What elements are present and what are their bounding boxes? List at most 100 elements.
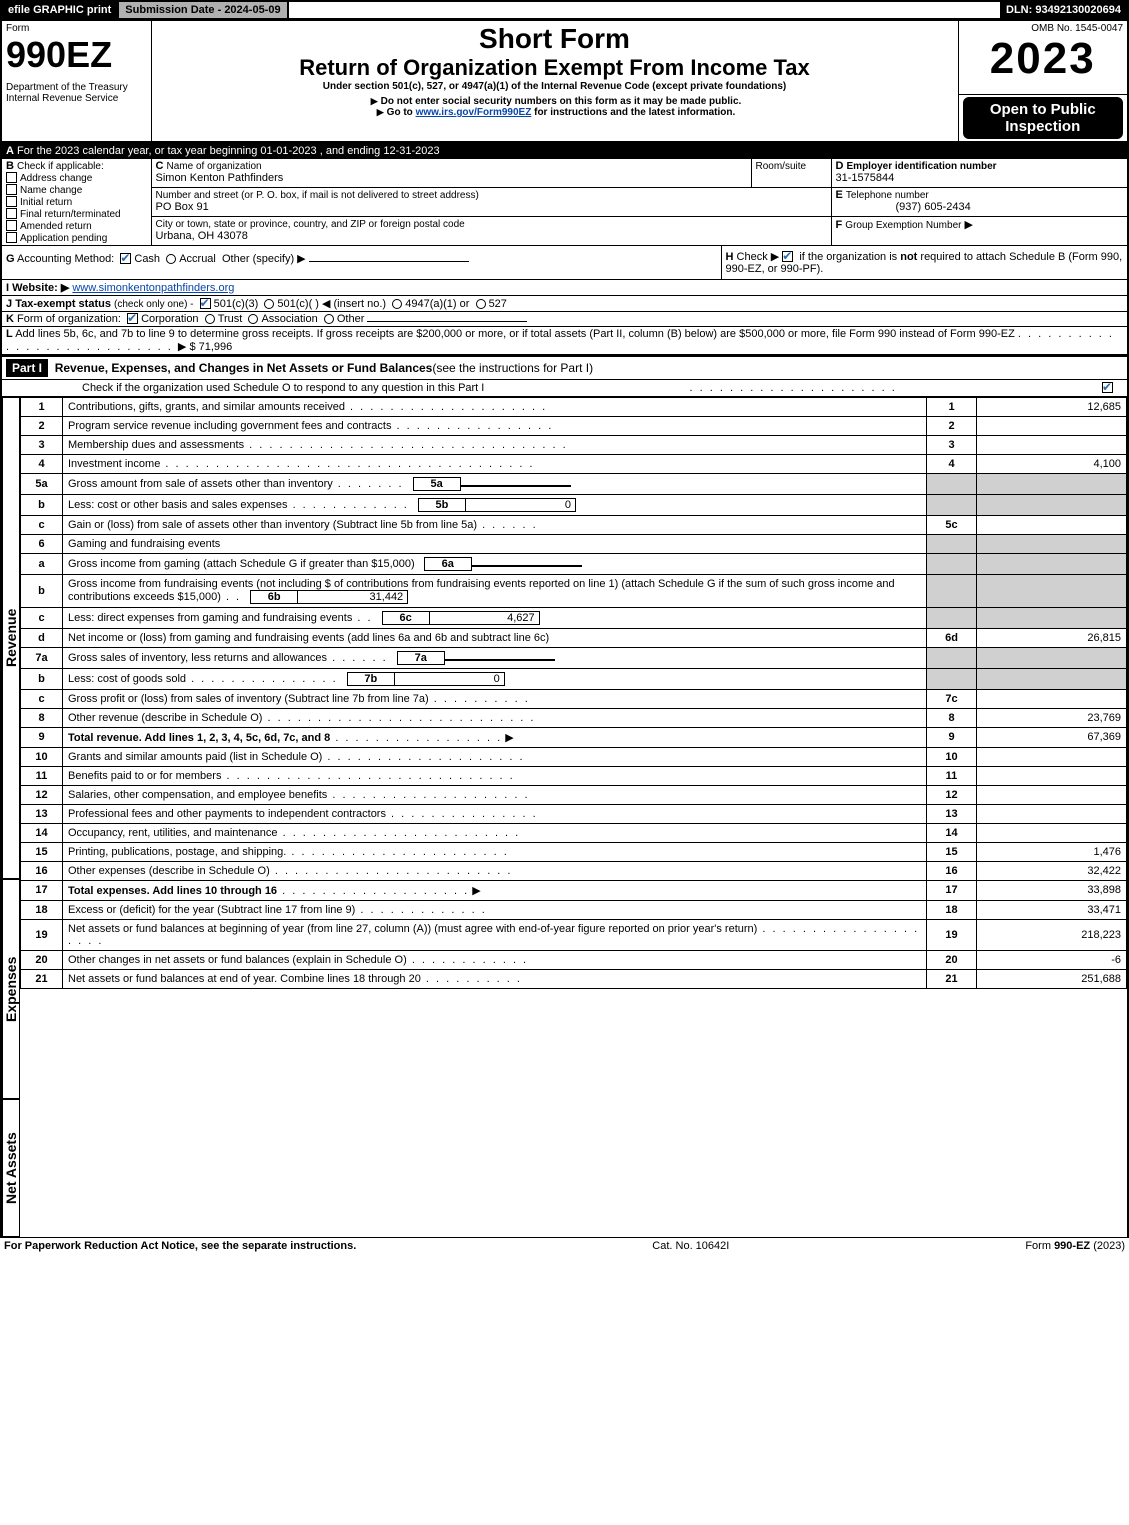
lines-table: 1Contributions, gifts, grants, and simil… <box>20 397 1127 989</box>
dept-treasury: Department of the Treasury <box>6 82 147 93</box>
checkbox-cash[interactable] <box>120 253 131 264</box>
footer-right-prefix: Form <box>1025 1240 1054 1252</box>
line-5c: cGain or (loss) from sale of assets othe… <box>21 515 1127 534</box>
org-name: Simon Kenton Pathfinders <box>156 172 284 184</box>
opt-other-specify: Other (specify) ▶ <box>222 253 306 265</box>
group-exemption-arrow: ▶ <box>965 219 973 231</box>
irs-link[interactable]: www.irs.gov/Form990EZ <box>416 107 532 118</box>
city-label: City or town, state or province, country… <box>156 219 465 230</box>
opt-address-change: Address change <box>20 173 92 184</box>
line-5a: 5aGross amount from sale of assets other… <box>21 473 1127 494</box>
return-title: Return of Organization Exempt From Incom… <box>156 55 954 81</box>
line-10: 10Grants and similar amounts paid (list … <box>21 747 1127 766</box>
opt-application-pending: Application pending <box>20 233 107 244</box>
radio-trust[interactable] <box>205 314 215 324</box>
opt-4947: 4947(a)(1) or <box>405 298 469 310</box>
h-not: not <box>900 251 917 263</box>
dept-irs: Internal Revenue Service <box>6 93 147 104</box>
city-value: Urbana, OH 43078 <box>156 230 248 242</box>
line-17: 17Total expenses. Add lines 10 through 1… <box>21 880 1127 900</box>
topbar-spacer <box>289 2 1000 18</box>
line-6d: dNet income or (loss) from gaming and fu… <box>21 628 1127 647</box>
ein-value: 31-1575844 <box>836 172 895 184</box>
part1-title: Revenue, Expenses, and Changes in Net As… <box>55 361 433 375</box>
letter-a: A <box>6 145 14 157</box>
line-l-text: Add lines 5b, 6c, and 7b to line 9 to de… <box>15 328 1015 340</box>
radio-501c[interactable] <box>264 299 274 309</box>
footer-left: For Paperwork Reduction Act Notice, see … <box>4 1240 356 1252</box>
letter-k: K <box>6 313 14 325</box>
letter-i: I <box>6 282 9 294</box>
footer-right-suffix: (2023) <box>1093 1240 1125 1252</box>
part1-header-row: Part I Revenue, Expenses, and Changes in… <box>0 356 1129 380</box>
footer-right-form: 990-EZ <box>1054 1240 1090 1252</box>
side-revenue: Revenue <box>2 397 20 879</box>
efile-print[interactable]: efile GRAPHIC print <box>2 2 119 18</box>
radio-4947[interactable] <box>392 299 402 309</box>
opt-amended-return: Amended return <box>20 221 92 232</box>
checkbox-corporation[interactable] <box>127 313 138 324</box>
checkbox-name-change[interactable] <box>6 184 17 195</box>
topbar: efile GRAPHIC print Submission Date - 20… <box>0 0 1129 20</box>
line-16: 16Other expenses (describe in Schedule O… <box>21 861 1127 880</box>
note-ssn: Do not enter social security numbers on … <box>381 96 742 107</box>
street-label: Number and street (or P. O. box, if mail… <box>156 190 479 201</box>
radio-association[interactable] <box>248 314 258 324</box>
checkbox-address-change[interactable] <box>6 172 17 183</box>
check-only-one: (check only one) - <box>114 299 193 310</box>
form-header: Form 990EZ Department of the Treasury In… <box>0 20 1129 143</box>
checkbox-501c3[interactable] <box>200 298 211 309</box>
opt-501c: 501(c)( ) ◀ (insert no.) <box>277 298 386 310</box>
checkbox-final-return[interactable] <box>6 208 17 219</box>
radio-other[interactable] <box>324 314 334 324</box>
line-15: 15Printing, publications, postage, and s… <box>21 842 1127 861</box>
radio-527[interactable] <box>476 299 486 309</box>
opt-501c3: 501(c)(3) <box>214 298 259 310</box>
line-6b: bGross income from fundraising events (n… <box>21 574 1127 607</box>
checkbox-amended-return[interactable] <box>6 220 17 231</box>
letter-c: C <box>156 160 164 172</box>
letter-e: E <box>836 189 843 201</box>
open-to-public: Open to Public Inspection <box>963 97 1124 139</box>
radio-accrual[interactable] <box>166 254 176 264</box>
check-if-applicable: Check if applicable: <box>17 161 104 172</box>
omb: OMB No. 1545-0047 <box>963 23 1124 34</box>
line-6c: cLess: direct expenses from gaming and f… <box>21 607 1127 628</box>
submission-date: Submission Date - 2024-05-09 <box>119 2 288 18</box>
form-of-org-label: Form of organization: <box>17 313 121 325</box>
ein-label: Employer identification number <box>847 161 997 172</box>
line-8: 8Other revenue (describe in Schedule O) … <box>21 708 1127 727</box>
section-a-f: A For the 2023 calendar year, or tax yea… <box>0 143 1129 246</box>
checkbox-initial-return[interactable] <box>6 196 17 207</box>
name-of-org-label: Name of organization <box>167 161 262 172</box>
opt-initial-return: Initial return <box>20 197 72 208</box>
group-exemption-label: Group Exemption Number <box>845 220 961 231</box>
checkbox-application-pending[interactable] <box>6 232 17 243</box>
part1-check-note: Check if the organization used Schedule … <box>82 382 484 394</box>
dln: DLN: 93492130020694 <box>1000 2 1127 18</box>
accounting-method-label: Accounting Method: <box>17 253 114 265</box>
line-3: 3Membership dues and assessments . . . .… <box>21 435 1127 454</box>
h-mid: if the organization is <box>799 251 900 263</box>
other-form-input[interactable] <box>367 321 527 322</box>
arrow-icon <box>368 96 381 107</box>
letter-d: D <box>836 160 844 172</box>
letter-j: J <box>6 298 12 310</box>
letter-b: B <box>6 160 14 172</box>
checkbox-schedule-o[interactable] <box>1102 382 1113 393</box>
street-value: PO Box 91 <box>156 201 209 213</box>
telephone-label: Telephone number <box>846 190 929 201</box>
checkbox-schedule-b[interactable] <box>782 251 793 262</box>
website-label: Website: ▶ <box>12 282 69 294</box>
website-link[interactable]: www.simonkentonpathfinders.org <box>72 282 234 294</box>
note-goto-prefix: Go to <box>387 107 416 118</box>
opt-trust: Trust <box>218 313 243 325</box>
page-footer: For Paperwork Reduction Act Notice, see … <box>0 1237 1129 1254</box>
tax-year: 2023 <box>963 34 1124 84</box>
line-l-amount: $ 71,996 <box>189 341 232 353</box>
other-specify-input[interactable] <box>309 261 469 262</box>
letter-l: L <box>6 328 13 340</box>
line-11: 11Benefits paid to or for members . . . … <box>21 766 1127 785</box>
subtitle: Under section 501(c), 527, or 4947(a)(1)… <box>156 81 954 92</box>
opt-corporation: Corporation <box>141 313 198 325</box>
